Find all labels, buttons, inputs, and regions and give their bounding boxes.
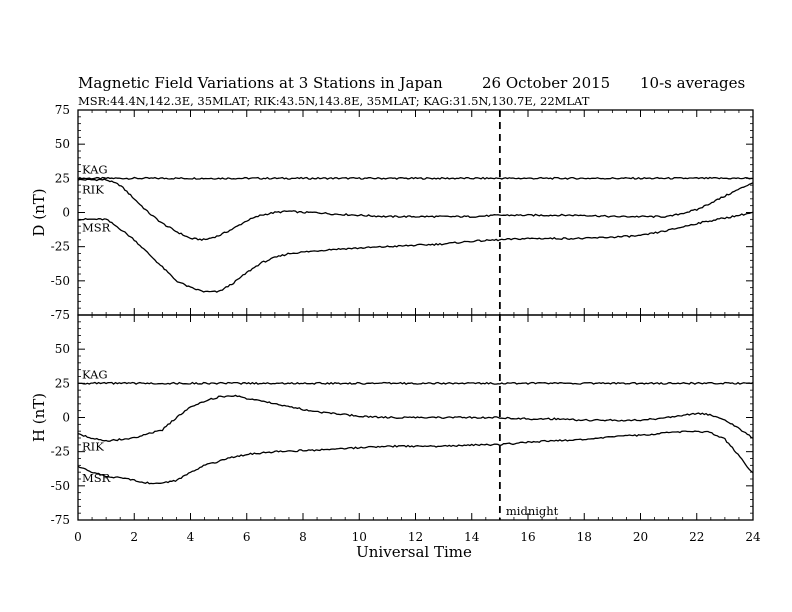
x-tick-label: 10	[352, 530, 367, 544]
y-tick-label-h: 25	[55, 376, 70, 390]
x-tick-label: 14	[464, 530, 480, 544]
y-tick-label-h: 0	[62, 411, 70, 425]
station-info: MSR:44.4N,142.3E, 35MLAT; RIK:43.5N,143.…	[78, 94, 590, 108]
x-tick-label: 6	[243, 530, 251, 544]
series-line-kag-h	[77, 381, 754, 385]
series-line-kag-d	[77, 176, 753, 180]
y-tick-label-h: -25	[51, 445, 70, 459]
x-tick-label: 20	[633, 530, 648, 544]
series-label-kag-h: KAG	[82, 367, 108, 381]
x-tick-label: 4	[187, 530, 195, 544]
chart-title: Magnetic Field Variations at 3 Stations …	[78, 74, 443, 92]
x-tick-label: 16	[520, 530, 535, 544]
y-tick-label-d: -50	[51, 274, 70, 288]
y-tick-label-d: 75	[55, 103, 70, 117]
series-label-rik-h: RIK	[82, 439, 104, 453]
y-tick-label-d: 0	[62, 206, 70, 220]
y-tick-label-h: -75	[51, 513, 70, 527]
series-label-msr-h: MSR	[82, 471, 111, 485]
series-label-rik-d: RIK	[82, 183, 104, 197]
y-axis-label-d: D (nT)	[30, 188, 48, 236]
x-tick-label: 8	[299, 530, 307, 544]
y-tick-label-d: 50	[55, 137, 70, 151]
y-axis-label-h: H (nT)	[30, 393, 48, 442]
y-tick-label-d: 25	[55, 171, 70, 185]
panel-frame-d	[77, 109, 754, 316]
y-tick-label-d: -75	[51, 308, 70, 322]
chart-date: 26 October 2015	[482, 74, 610, 92]
y-tick-label-d: -25	[51, 240, 70, 254]
x-tick-label: 0	[74, 530, 82, 544]
x-tick-label: 22	[689, 530, 704, 544]
y-tick-label-h: 50	[55, 342, 70, 356]
y-tick-label-h: -50	[51, 479, 70, 493]
series-line-rik-h	[77, 394, 754, 442]
x-tick-label: 2	[130, 530, 138, 544]
x-tick-label: 24	[745, 530, 761, 544]
series-line-rik-d	[77, 178, 754, 241]
midnight-label: midnight	[506, 504, 559, 518]
x-tick-label: 18	[577, 530, 592, 544]
series-line-msr-h	[77, 430, 754, 485]
chart-averaging: 10-s averages	[640, 74, 745, 92]
series-line-msr-d	[77, 211, 754, 293]
series-label-msr-d: MSR	[82, 220, 111, 234]
series-label-kag-d: KAG	[82, 162, 108, 176]
x-tick-label: 12	[408, 530, 423, 544]
x-axis-label: Universal Time	[356, 543, 472, 561]
plot-area: -75 -50 -25 0 25 50 75 D (nT) KAG RIK MSR -75 -50 -25…	[30, 103, 761, 544]
